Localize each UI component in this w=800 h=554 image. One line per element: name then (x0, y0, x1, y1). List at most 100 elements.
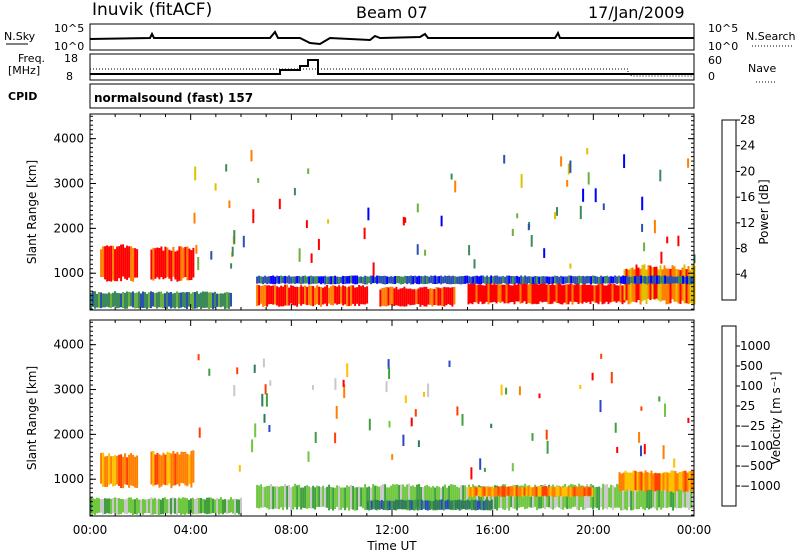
data-column (174, 292, 176, 309)
x-tick-label: 00:00 (73, 523, 108, 537)
data-column (557, 486, 560, 496)
data-column (520, 275, 523, 285)
x-tick-label: 12:00 (375, 523, 410, 537)
data-column (364, 287, 367, 305)
data-column (410, 500, 413, 510)
scatter-echo (388, 367, 391, 380)
data-column (470, 487, 473, 508)
data-column (610, 276, 613, 284)
scatter-echo (543, 248, 546, 258)
data-column (478, 500, 481, 510)
data-column (322, 287, 325, 305)
data-column (429, 288, 432, 305)
data-column (668, 276, 671, 285)
data-column (260, 286, 263, 304)
data-column (575, 283, 578, 303)
data-column (555, 283, 558, 303)
data-column (438, 486, 441, 509)
data-column (479, 487, 482, 498)
scatter-echo (546, 440, 549, 454)
data-column (673, 266, 676, 302)
data-column (330, 286, 333, 305)
data-column (168, 499, 170, 514)
data-column (589, 284, 592, 304)
scatter-echo (554, 212, 557, 220)
data-column (172, 246, 175, 277)
data-column (378, 275, 381, 284)
data-column (146, 293, 148, 310)
data-column (96, 293, 98, 308)
data-column (290, 285, 293, 304)
data-column (426, 485, 429, 508)
data-column (646, 276, 649, 285)
data-column (476, 275, 479, 284)
data-column (386, 487, 389, 508)
data-column (280, 275, 283, 284)
data-column (204, 499, 206, 514)
data-column (332, 276, 335, 285)
data-column (610, 484, 613, 508)
data-column (561, 487, 564, 497)
scatter-echo (677, 235, 680, 247)
colorbar-tick-label: 1000 (740, 339, 771, 353)
data-column (330, 276, 333, 285)
data-column (456, 499, 459, 510)
data-column (102, 293, 104, 308)
data-column (176, 291, 178, 308)
data-column (440, 487, 443, 508)
data-column (324, 487, 327, 508)
data-column (328, 287, 331, 304)
data-column (600, 487, 603, 507)
data-column (148, 292, 150, 308)
data-column (368, 500, 371, 510)
data-column (650, 483, 653, 509)
data-column (160, 291, 162, 308)
data-column (670, 470, 673, 492)
scatter-echo (623, 154, 626, 168)
data-column (114, 497, 116, 513)
data-column (392, 484, 395, 509)
data-column (516, 275, 519, 284)
data-column (288, 485, 291, 508)
data-column (142, 499, 144, 515)
data-column (621, 285, 624, 305)
data-column (322, 485, 325, 507)
colorbar-frame (721, 119, 737, 301)
data-column (668, 472, 671, 492)
data-column (156, 499, 158, 515)
data-column (512, 276, 515, 285)
data-column (656, 473, 659, 491)
scatter-echo (335, 405, 338, 419)
data-column (585, 284, 588, 303)
data-column (632, 484, 635, 511)
data-column (122, 499, 124, 513)
data-column (450, 276, 453, 285)
data-column (636, 276, 639, 284)
scatter-echo (500, 384, 503, 396)
nave-label: Nave (748, 62, 776, 75)
data-column (292, 486, 295, 510)
data-column (552, 484, 555, 510)
data-column (630, 472, 633, 491)
data-column (168, 452, 171, 484)
data-column (664, 485, 667, 508)
data-column (471, 487, 474, 497)
data-column (682, 275, 685, 284)
data-column (654, 485, 657, 509)
scatter-echo (195, 244, 198, 254)
scatter-echo (662, 445, 665, 460)
data-column (452, 275, 455, 284)
data-column (338, 276, 341, 285)
data-column (132, 291, 134, 308)
data-column (326, 486, 329, 508)
scatter-echo (278, 198, 281, 210)
data-column (660, 473, 663, 491)
data-column (517, 487, 520, 497)
data-column (270, 484, 273, 509)
data-column (376, 485, 379, 511)
data-column (483, 285, 486, 304)
data-column (268, 285, 271, 305)
data-column (596, 486, 599, 509)
data-column (166, 499, 168, 514)
data-column (344, 286, 347, 305)
